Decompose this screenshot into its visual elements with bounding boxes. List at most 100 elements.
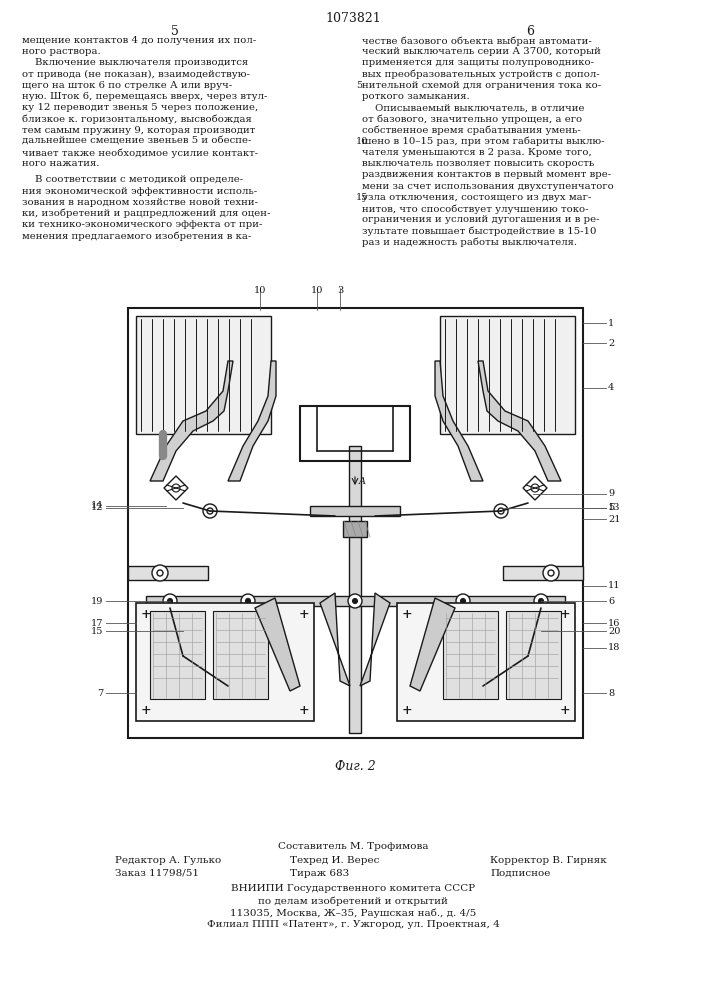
Text: 1073821: 1073821: [325, 12, 381, 25]
Text: нитов, что способствует улучшению токо-: нитов, что способствует улучшению токо-: [362, 204, 588, 214]
Text: 5: 5: [608, 504, 614, 512]
Text: 13: 13: [608, 504, 621, 512]
Circle shape: [168, 598, 173, 603]
Circle shape: [548, 570, 554, 576]
Text: выключатель позволяет повысить скорость: выключатель позволяет повысить скорость: [362, 159, 595, 168]
Bar: [136, 603, 314, 721]
Text: раз и надежность работы выключателя.: раз и надежность работы выключателя.: [362, 238, 577, 247]
Bar: [349, 446, 361, 733]
Circle shape: [157, 570, 163, 576]
Bar: [310, 506, 400, 516]
Text: узла отключения, состоящего из двух маг-: узла отключения, состоящего из двух маг-: [362, 193, 591, 202]
Circle shape: [203, 504, 217, 518]
Polygon shape: [410, 598, 455, 691]
Text: ческий выключатель серии А 3700, который: ческий выключатель серии А 3700, который: [362, 47, 601, 56]
Bar: [443, 611, 498, 699]
Text: A: A: [359, 477, 366, 486]
Text: щего на шток 6 по стрелке А или вруч-: щего на шток 6 по стрелке А или вруч-: [22, 81, 232, 90]
Text: ки, изобретений и рацпредложений для оцен-: ки, изобретений и рацпредложений для оце…: [22, 209, 270, 219]
Polygon shape: [320, 593, 350, 686]
Text: от привода (не показан), взаимодействую-: от привода (не показан), взаимодействую-: [22, 70, 250, 79]
Text: 3: 3: [337, 286, 343, 295]
Text: +: +: [560, 608, 571, 621]
Bar: [397, 603, 575, 721]
Text: мещение контактов 4 до получения их пол-: мещение контактов 4 до получения их пол-: [22, 36, 256, 45]
Text: 11: 11: [608, 582, 621, 590]
Text: ки технико-экономического эффекта от при-: ки технико-экономического эффекта от при…: [22, 220, 262, 229]
Text: 8: 8: [608, 688, 614, 698]
Text: зультате повышает быстродействие в 15-10: зультате повышает быстродействие в 15-10: [362, 226, 597, 236]
Text: 17: 17: [90, 618, 103, 628]
Circle shape: [353, 598, 358, 603]
Text: по делам изобретений и открытий: по делам изобретений и открытий: [258, 896, 448, 906]
Circle shape: [456, 594, 470, 608]
Text: Филиал ППП «Патент», г. Ужгород, ул. Проектная, 4: Филиал ППП «Патент», г. Ужгород, ул. Про…: [206, 920, 499, 929]
Text: Составитель М. Трофимова: Составитель М. Трофимова: [278, 842, 428, 851]
Text: Включение выключателя производится: Включение выключателя производится: [22, 58, 248, 67]
Circle shape: [172, 484, 180, 492]
Text: 113035, Москва, Ж–35, Раушская наб., д. 4/5: 113035, Москва, Ж–35, Раушская наб., д. …: [230, 908, 476, 918]
Bar: [440, 316, 575, 434]
Text: Редактор А. Гулько: Редактор А. Гулько: [115, 856, 221, 865]
Text: 2: 2: [608, 338, 614, 348]
Text: 20: 20: [608, 626, 620, 636]
Circle shape: [245, 598, 250, 603]
Text: 16: 16: [608, 618, 620, 628]
Bar: [503, 566, 583, 580]
Text: зования в народном хозяйстве новой техни-: зования в народном хозяйстве новой техни…: [22, 198, 258, 207]
Bar: [128, 308, 583, 738]
Text: 12: 12: [90, 504, 103, 512]
Text: честве базового объекта выбран автомати-: честве базового объекта выбран автомати-: [362, 36, 592, 45]
Text: ку 12 переводит звенья 5 через положение,: ку 12 переводит звенья 5 через положение…: [22, 103, 258, 112]
Text: +: +: [298, 608, 310, 621]
Text: менения предлагаемого изобретения в ка-: менения предлагаемого изобретения в ка-: [22, 231, 251, 241]
Text: 7: 7: [97, 688, 103, 698]
Text: +: +: [298, 704, 310, 718]
Text: 15: 15: [90, 626, 103, 636]
Text: ную. Шток 6, перемещаясь вверх, через втул-: ную. Шток 6, перемещаясь вверх, через вт…: [22, 92, 267, 101]
Text: 10: 10: [311, 286, 323, 295]
Polygon shape: [435, 361, 483, 481]
Text: ного нажатия.: ного нажатия.: [22, 159, 100, 168]
Text: роткого замыкания.: роткого замыкания.: [362, 92, 469, 101]
Text: близкое к. горизонтальному, высвобождая: близкое к. горизонтальному, высвобождая: [22, 114, 252, 124]
Text: +: +: [141, 608, 151, 621]
Text: 10: 10: [254, 286, 267, 295]
Text: ВНИИПИ Государственного комитета СССР: ВНИИПИ Государственного комитета СССР: [231, 884, 475, 893]
Text: раздвижения контактов в первый момент вре-: раздвижения контактов в первый момент вр…: [362, 170, 611, 179]
Text: чивает также необходимое усилие контакт-: чивает также необходимое усилие контакт-: [22, 148, 258, 157]
Text: нительной схемой для ограничения тока ко-: нительной схемой для ограничения тока ко…: [362, 81, 601, 90]
Text: шено в 10–15 раз, при этом габариты выклю-: шено в 10–15 раз, при этом габариты выкл…: [362, 137, 604, 146]
Text: собственное время срабатывания умень-: собственное время срабатывания умень-: [362, 126, 580, 135]
Text: 5: 5: [356, 81, 362, 90]
Text: 6: 6: [608, 596, 614, 605]
Polygon shape: [360, 593, 390, 686]
Text: от базового, значительно упрощен, а его: от базового, значительно упрощен, а его: [362, 114, 582, 124]
Text: Описываемый выключатель, в отличие: Описываемый выключатель, в отличие: [362, 103, 585, 112]
Text: 19: 19: [90, 596, 103, 605]
Text: 10: 10: [356, 137, 368, 146]
Text: Тираж 683: Тираж 683: [290, 869, 349, 878]
Bar: [128, 566, 208, 580]
Text: 18: 18: [608, 644, 620, 652]
Circle shape: [498, 508, 504, 514]
Circle shape: [460, 598, 465, 603]
Bar: [146, 596, 565, 606]
Text: ния экономической эффективности исполь-: ния экономической эффективности исполь-: [22, 187, 257, 196]
Text: Фиг. 2: Фиг. 2: [334, 760, 375, 773]
Text: +: +: [402, 608, 412, 621]
Bar: [213, 611, 268, 699]
Text: ограничения и условий дугогашения и в ре-: ограничения и условий дугогашения и в ре…: [362, 215, 600, 224]
Text: 21: 21: [608, 514, 621, 524]
Text: +: +: [402, 704, 412, 718]
Polygon shape: [150, 361, 233, 481]
Bar: [506, 611, 561, 699]
Circle shape: [534, 594, 548, 608]
Text: 4: 4: [608, 383, 614, 392]
Circle shape: [241, 594, 255, 608]
Polygon shape: [478, 361, 561, 481]
Text: 9: 9: [608, 489, 614, 498]
Text: Корректор В. Гирняк: Корректор В. Гирняк: [490, 856, 607, 865]
Text: Техред И. Верес: Техред И. Верес: [290, 856, 380, 865]
Circle shape: [543, 565, 559, 581]
